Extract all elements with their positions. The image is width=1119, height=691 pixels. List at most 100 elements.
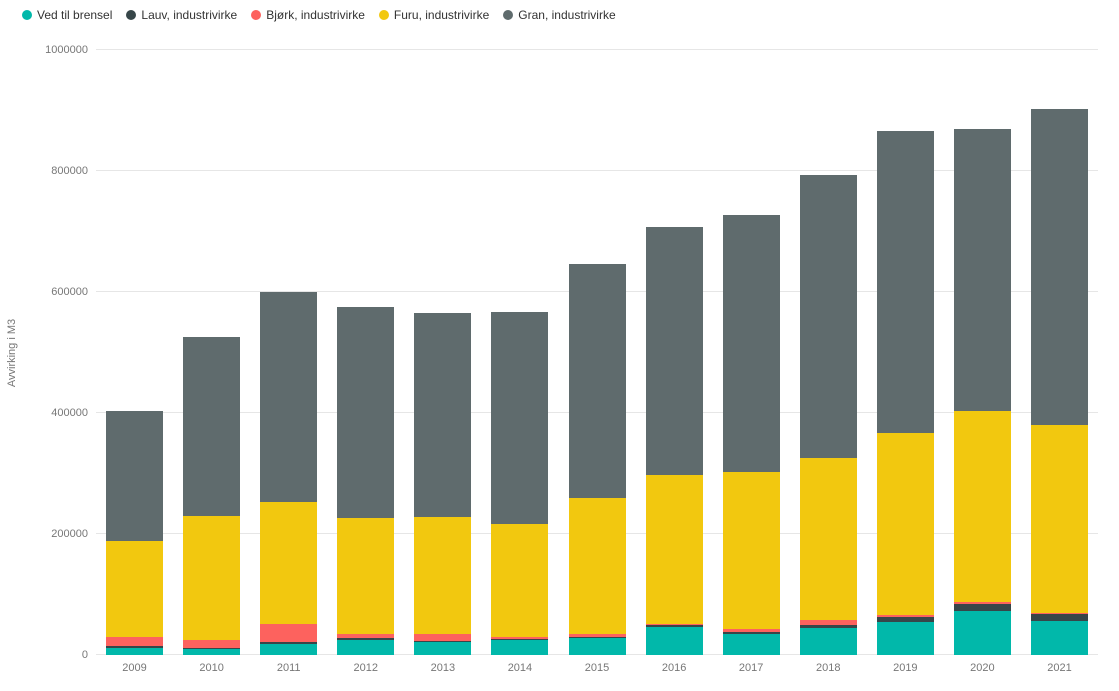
bar-segment-2009-0[interactable] [106, 647, 164, 655]
bar-segment-2016-4[interactable] [645, 226, 703, 475]
bar-2017[interactable] [722, 50, 780, 655]
bar-segment-2018-4[interactable] [799, 175, 857, 459]
x-tick-label: 2012 [353, 662, 379, 674]
bar-segment-2015-0[interactable] [568, 638, 626, 655]
legend-item-3[interactable]: Furu, industrivirke [378, 8, 490, 22]
bar-segment-2015-3[interactable] [568, 497, 626, 635]
bar-segment-2011-0[interactable] [260, 644, 318, 655]
x-tick-label: 2021 [1047, 662, 1072, 674]
x-tick-label: 2019 [893, 662, 918, 674]
bar-segment-2011-3[interactable] [260, 501, 318, 625]
bar-segment-2013-4[interactable] [414, 313, 472, 518]
bar-segment-2015-4[interactable] [568, 263, 626, 498]
bar-slot [867, 50, 944, 655]
bar-2015[interactable] [568, 50, 626, 655]
y-tick-label: 800000 [51, 165, 88, 177]
bar-segment-2019-4[interactable] [876, 131, 934, 433]
bar-2018[interactable] [799, 50, 857, 655]
bar-slot [558, 50, 635, 655]
bar-segment-2014-3[interactable] [491, 523, 549, 637]
bar-segment-2010-4[interactable] [183, 337, 241, 516]
bar-segment-2011-1[interactable] [260, 642, 318, 645]
bar-segment-2009-4[interactable] [106, 411, 164, 542]
bar-segment-2012-1[interactable] [337, 638, 395, 640]
bar-segment-2014-0[interactable] [491, 639, 549, 655]
bar-segment-2011-4[interactable] [260, 292, 318, 502]
bar-2010[interactable] [183, 50, 241, 655]
bar-2021[interactable] [1030, 50, 1088, 655]
bar-segment-2013-0[interactable] [414, 641, 472, 655]
bar-segment-2012-2[interactable] [337, 633, 395, 639]
bar-segment-2021-3[interactable] [1030, 425, 1088, 613]
bar-segment-2012-3[interactable] [337, 518, 395, 634]
x-tick-label: 2014 [507, 662, 533, 674]
bar-segment-2013-1[interactable] [414, 640, 472, 642]
bar-slot [404, 50, 481, 655]
bar-segment-2016-3[interactable] [645, 474, 703, 624]
bar-segment-2019-1[interactable] [876, 616, 934, 622]
bar-segment-2010-3[interactable] [183, 515, 241, 640]
legend-item-1[interactable]: Lauv, industrivirke [126, 8, 237, 22]
bar-segment-2012-0[interactable] [337, 639, 395, 655]
bar-segment-2010-0[interactable] [183, 648, 241, 655]
x-axis-labels: 2009 2010 2011 2012 2013 2014 2015 2016 2017 2018… [96, 662, 1098, 674]
legend-item-4[interactable]: Gran, industrivirke [503, 8, 616, 22]
legend-item-0[interactable]: Ved til brensel [22, 8, 112, 22]
bar-slot [250, 50, 327, 655]
bar-segment-2020-1[interactable] [953, 604, 1011, 612]
bar-2020[interactable] [953, 50, 1011, 655]
bar-slot [327, 50, 404, 655]
bar-2019[interactable] [876, 50, 934, 655]
bar-segment-2012-4[interactable] [337, 307, 395, 519]
bar-segment-2013-3[interactable] [414, 517, 472, 635]
bar-segment-2021-0[interactable] [1030, 620, 1088, 655]
bar-segment-2013-2[interactable] [414, 634, 472, 641]
bar-segment-2021-2[interactable] [1030, 612, 1088, 615]
bar-segment-2017-4[interactable] [722, 215, 780, 473]
bar-segment-2017-3[interactable] [722, 472, 780, 629]
bar-segment-2014-1[interactable] [491, 638, 549, 640]
bar-segment-2019-3[interactable] [876, 433, 934, 616]
bar-segment-2019-0[interactable] [876, 621, 934, 655]
bar-segment-2017-0[interactable] [722, 633, 780, 655]
bar-segment-2020-4[interactable] [953, 129, 1011, 412]
x-tick-label: 2009 [122, 662, 147, 674]
bar-segment-2009-1[interactable] [106, 645, 164, 648]
bar-segment-2020-2[interactable] [953, 601, 1011, 605]
bar-2011[interactable] [260, 50, 318, 655]
bar-segment-2017-2[interactable] [722, 629, 780, 633]
legend-label: Ved til brensel [37, 8, 113, 22]
bar-segment-2009-3[interactable] [106, 541, 164, 637]
bar-segment-2018-0[interactable] [799, 627, 857, 655]
bar-segment-2014-2[interactable] [491, 636, 549, 639]
bar-segment-2017-1[interactable] [722, 632, 780, 634]
legend-dot-icon [378, 10, 389, 20]
bar-segment-2010-1[interactable] [183, 647, 241, 649]
bar-segment-2021-1[interactable] [1030, 614, 1088, 621]
bar-segment-2016-2[interactable] [645, 623, 703, 626]
bar-segment-2020-0[interactable] [953, 611, 1011, 655]
legend-label: Furu, industrivirke [393, 8, 490, 22]
x-tick-label: 2015 [584, 662, 610, 674]
bar-segment-2011-2[interactable] [260, 624, 318, 643]
bar-2012[interactable] [337, 50, 395, 655]
bar-segment-2010-2[interactable] [183, 639, 241, 648]
bar-segment-2020-3[interactable] [953, 411, 1011, 602]
bar-2016[interactable] [645, 50, 703, 655]
bar-2014[interactable] [491, 50, 549, 655]
bar-segment-2015-1[interactable] [568, 636, 626, 639]
bar-segment-2019-2[interactable] [876, 615, 934, 617]
y-axis-title: Avvirking i M3 [0, 50, 24, 655]
bar-2013[interactable] [414, 50, 472, 655]
bar-segment-2016-0[interactable] [645, 627, 703, 655]
bar-segment-2018-1[interactable] [799, 624, 857, 628]
bar-segment-2009-2[interactable] [106, 636, 164, 646]
bar-segment-2018-2[interactable] [799, 619, 857, 625]
bar-2009[interactable] [106, 50, 164, 655]
bar-segment-2015-2[interactable] [568, 634, 626, 637]
bar-segment-2016-1[interactable] [645, 625, 703, 628]
legend-item-2[interactable]: Bjørk, industrivirke [251, 8, 365, 22]
bar-segment-2021-4[interactable] [1030, 108, 1088, 426]
bar-segment-2018-3[interactable] [799, 458, 857, 620]
bar-segment-2014-4[interactable] [491, 311, 549, 524]
